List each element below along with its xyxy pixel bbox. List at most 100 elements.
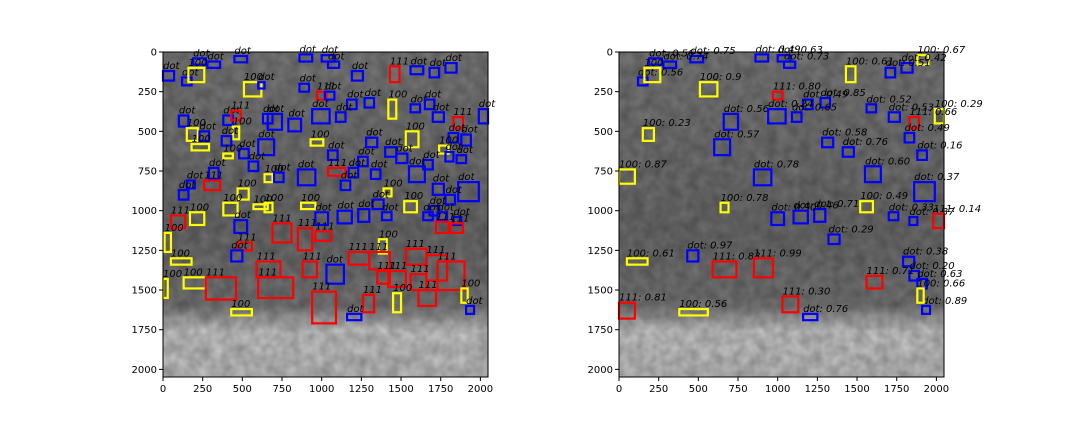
box-111-94 xyxy=(296,227,314,252)
box-label-97: 111 xyxy=(238,232,257,243)
box-111-102 xyxy=(301,260,319,279)
box-111-45 xyxy=(752,257,775,279)
box-label-95: 111 xyxy=(315,221,334,232)
box-label-77: 100 xyxy=(301,193,320,204)
box-100-91 xyxy=(188,211,206,227)
x-tick-label: 2000 xyxy=(924,384,949,395)
x-tick-label: 0 xyxy=(160,384,166,395)
x-tick-label: 250 xyxy=(649,384,668,395)
box-label-8: dot: 0.73 xyxy=(784,52,829,63)
box-label-33: 100: 0.78 xyxy=(721,193,769,204)
box-label-107: 111 xyxy=(438,251,457,262)
box-label-100: 100 xyxy=(171,248,190,259)
x-tick-label: 750 xyxy=(272,384,291,395)
box-100-33 xyxy=(719,201,730,214)
box-label-17: 111 xyxy=(317,82,336,93)
box-dot-19 xyxy=(722,112,740,131)
box-label-49: dot xyxy=(423,150,440,161)
box-dot-49 xyxy=(422,158,434,171)
y-tick-label: 2000 xyxy=(132,365,157,376)
box-label-23: dot xyxy=(425,90,442,101)
box-dot-86 xyxy=(436,211,449,222)
box-dot-35 xyxy=(887,211,900,222)
box-label-27: dot: 0.57 xyxy=(714,129,760,140)
box-111-93 xyxy=(271,222,293,244)
box-label-56: dot xyxy=(249,151,266,162)
box-label-49: 111: 0.81 xyxy=(619,293,667,304)
box-label-81: dot xyxy=(358,199,375,210)
box-label-99: dot xyxy=(231,240,248,251)
box-label-58: dot xyxy=(349,158,366,169)
box-dot-24 xyxy=(431,111,445,123)
box-label-104: 111 xyxy=(369,242,388,253)
box-label-82: dot xyxy=(338,201,355,212)
box-label-53: 111: 0.30 xyxy=(782,286,830,297)
box-111-117 xyxy=(361,293,376,314)
box-label-87: dot xyxy=(453,207,470,218)
box-label-19: dot: 0.56 xyxy=(724,104,769,115)
y-tick-label: 500 xyxy=(138,127,157,138)
y-tick-label: 0 xyxy=(151,48,157,59)
box-100-122 xyxy=(230,307,253,317)
box-dot-99 xyxy=(230,249,244,263)
y-tick-label: 750 xyxy=(138,167,157,178)
box-100-35 xyxy=(185,127,200,142)
box-dot-28 xyxy=(821,136,835,149)
box-100-68 xyxy=(236,187,250,201)
box-label-105: 111 xyxy=(406,239,425,250)
box-label-3: dot: 0.49 xyxy=(755,44,800,55)
box-100-70 xyxy=(382,187,393,198)
box-dot-58 xyxy=(347,166,360,179)
y-tick-label: 1750 xyxy=(132,325,157,336)
box-dot-2 xyxy=(233,54,249,64)
box-label-78: 100 xyxy=(253,194,272,205)
box-dot-92 xyxy=(233,219,249,235)
box-dot-23 xyxy=(423,98,436,111)
box-label-67: dot xyxy=(179,180,196,191)
box-dot-40 xyxy=(257,138,276,157)
y-tick-label: 250 xyxy=(138,87,157,98)
box-111-115 xyxy=(257,276,295,300)
box-100-11 xyxy=(844,65,857,84)
box-label-28: dot: 0.58 xyxy=(822,128,867,139)
box-label-91: 100 xyxy=(190,202,209,213)
box-label-34: 111 xyxy=(231,101,250,112)
box-dot-3 xyxy=(298,53,314,63)
box-dot-16 xyxy=(865,103,878,114)
box-dot-13 xyxy=(444,62,458,74)
box-label-0: dot: 0.56 xyxy=(649,48,694,59)
box-label-54: dot xyxy=(239,139,256,150)
box-dot-1 xyxy=(689,54,705,64)
x-tick-label: 1500 xyxy=(844,384,869,395)
box-dot-0 xyxy=(192,57,207,66)
box-dot-32 xyxy=(334,111,347,123)
box-label-114: 111 xyxy=(206,267,225,278)
box-dot-34 xyxy=(813,208,827,223)
box-label-48: dot xyxy=(445,142,462,153)
box-label-92: dot xyxy=(234,210,251,221)
box-dot-46 xyxy=(460,133,472,147)
box-label-27: dot xyxy=(179,105,196,116)
box-dot-19 xyxy=(345,98,358,111)
box-dot-75 xyxy=(371,198,385,211)
x-tick-label: 1000 xyxy=(309,384,334,395)
tick-layer: 0 250 500 750 1000 1250 1500 1750 20000250500750… xyxy=(588,48,950,396)
x-tick-label: 2000 xyxy=(468,384,493,395)
box-111-26 xyxy=(452,115,465,130)
box-label-61: dot xyxy=(298,159,315,170)
box-111-34 xyxy=(230,109,242,122)
box-111-97 xyxy=(236,241,253,252)
box-111-109 xyxy=(376,269,392,285)
box-label-18: dot xyxy=(325,82,342,93)
box-100-80 xyxy=(222,201,239,217)
box-dot-22 xyxy=(409,103,422,114)
box-label-26: 111 xyxy=(453,107,472,118)
box-label-9: dot: 0.42 xyxy=(901,53,946,64)
box-dot-40 xyxy=(792,209,809,225)
box-100-36 xyxy=(231,125,241,141)
box-dot-11 xyxy=(409,65,425,76)
box-label-39: dot xyxy=(222,126,239,137)
y-tick-label: 1750 xyxy=(588,325,613,336)
box-dot-14 xyxy=(801,98,814,111)
